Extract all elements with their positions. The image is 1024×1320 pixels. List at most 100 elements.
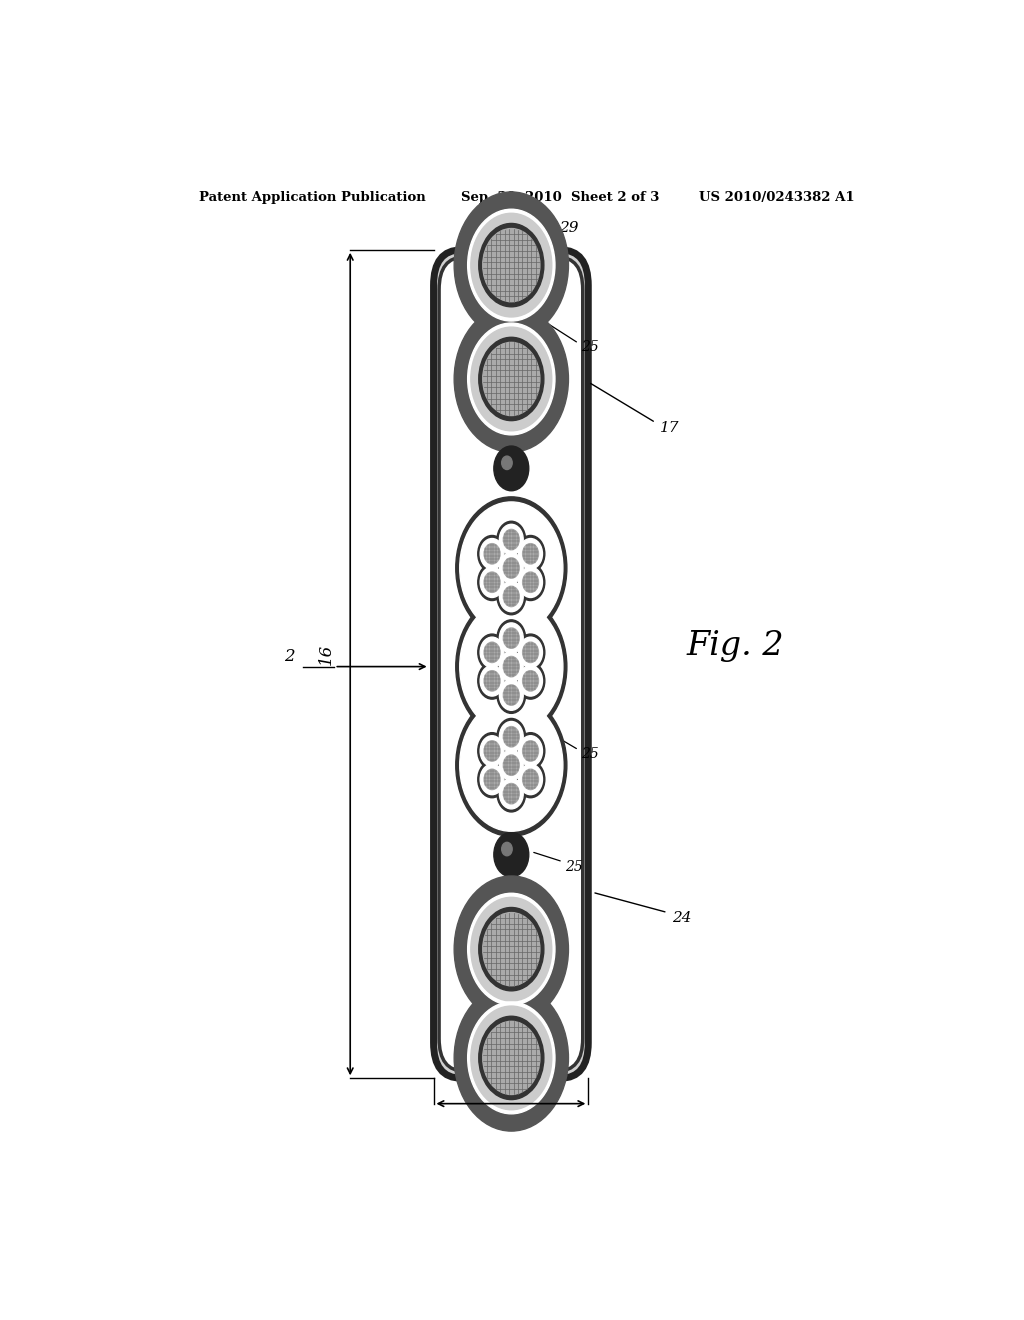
Circle shape — [455, 985, 568, 1131]
Text: 25: 25 — [501, 1114, 520, 1127]
Circle shape — [468, 323, 555, 434]
Text: 2: 2 — [284, 648, 295, 665]
Circle shape — [522, 741, 539, 762]
Text: 24: 24 — [672, 911, 691, 924]
Circle shape — [468, 894, 555, 1005]
Text: 25: 25 — [582, 341, 599, 355]
Circle shape — [471, 327, 552, 430]
Circle shape — [478, 634, 506, 671]
Circle shape — [455, 191, 568, 338]
Text: US 2010/0243382 A1: US 2010/0243382 A1 — [699, 190, 855, 203]
Circle shape — [460, 700, 563, 832]
Circle shape — [504, 685, 519, 705]
Circle shape — [479, 223, 544, 306]
Circle shape — [504, 755, 519, 775]
Circle shape — [522, 572, 539, 593]
Circle shape — [518, 539, 543, 569]
Circle shape — [522, 770, 539, 789]
Circle shape — [497, 677, 525, 713]
Circle shape — [482, 912, 540, 986]
Circle shape — [516, 634, 545, 671]
Circle shape — [456, 496, 567, 639]
Circle shape — [522, 643, 539, 663]
Text: Sep. 30, 2010  Sheet 2 of 3: Sep. 30, 2010 Sheet 2 of 3 — [461, 190, 659, 203]
Circle shape — [504, 656, 519, 677]
Circle shape — [456, 595, 567, 738]
Circle shape — [518, 568, 543, 598]
Text: Fig. 2: Fig. 2 — [686, 630, 784, 663]
Circle shape — [500, 623, 523, 653]
FancyBboxPatch shape — [433, 249, 588, 1078]
Text: 25: 25 — [565, 859, 583, 874]
Circle shape — [484, 572, 500, 593]
Circle shape — [516, 564, 545, 601]
Circle shape — [480, 539, 504, 569]
Circle shape — [497, 578, 525, 615]
Circle shape — [522, 671, 539, 690]
Circle shape — [500, 722, 523, 752]
Text: 29: 29 — [559, 220, 579, 235]
Circle shape — [500, 750, 523, 780]
Circle shape — [518, 665, 543, 696]
Circle shape — [500, 680, 523, 710]
Circle shape — [484, 741, 500, 762]
Circle shape — [479, 1016, 544, 1100]
Circle shape — [480, 638, 504, 668]
Circle shape — [497, 775, 525, 812]
Circle shape — [468, 1002, 555, 1114]
Circle shape — [482, 1022, 540, 1094]
Circle shape — [500, 779, 523, 809]
Circle shape — [497, 648, 525, 685]
Circle shape — [478, 733, 506, 770]
Circle shape — [484, 671, 500, 690]
Circle shape — [478, 663, 506, 700]
Circle shape — [518, 638, 543, 668]
Circle shape — [497, 718, 525, 755]
Circle shape — [480, 764, 504, 795]
Circle shape — [504, 558, 519, 578]
Text: Patent Application Publication: Patent Application Publication — [200, 190, 426, 203]
Circle shape — [502, 457, 512, 470]
Circle shape — [504, 726, 519, 747]
Circle shape — [518, 764, 543, 795]
Circle shape — [478, 536, 506, 572]
Circle shape — [500, 553, 523, 583]
Text: 17: 17 — [659, 421, 679, 434]
Circle shape — [484, 643, 500, 663]
Circle shape — [500, 651, 523, 682]
Circle shape — [502, 842, 512, 855]
Circle shape — [516, 733, 545, 770]
Circle shape — [456, 694, 567, 837]
Circle shape — [478, 564, 506, 601]
Circle shape — [484, 544, 500, 564]
Circle shape — [500, 581, 523, 611]
Circle shape — [471, 1006, 552, 1110]
Circle shape — [479, 338, 544, 421]
Circle shape — [455, 306, 568, 453]
Circle shape — [482, 228, 540, 302]
Circle shape — [497, 549, 525, 586]
Circle shape — [518, 735, 543, 766]
Circle shape — [516, 536, 545, 572]
Circle shape — [504, 529, 519, 549]
Circle shape — [484, 770, 500, 789]
Circle shape — [500, 524, 523, 554]
Circle shape — [522, 544, 539, 564]
Circle shape — [516, 762, 545, 797]
Circle shape — [504, 586, 519, 607]
Circle shape — [480, 568, 504, 598]
Circle shape — [497, 521, 525, 558]
Circle shape — [504, 784, 519, 804]
Circle shape — [480, 665, 504, 696]
Circle shape — [471, 898, 552, 1001]
Circle shape — [494, 833, 528, 876]
Circle shape — [468, 209, 555, 321]
Circle shape — [494, 446, 528, 491]
Circle shape — [455, 876, 568, 1022]
Circle shape — [497, 747, 525, 784]
Circle shape — [478, 762, 506, 797]
Circle shape — [471, 214, 552, 317]
Circle shape — [460, 601, 563, 733]
Circle shape — [460, 502, 563, 634]
Text: 25: 25 — [582, 747, 599, 762]
